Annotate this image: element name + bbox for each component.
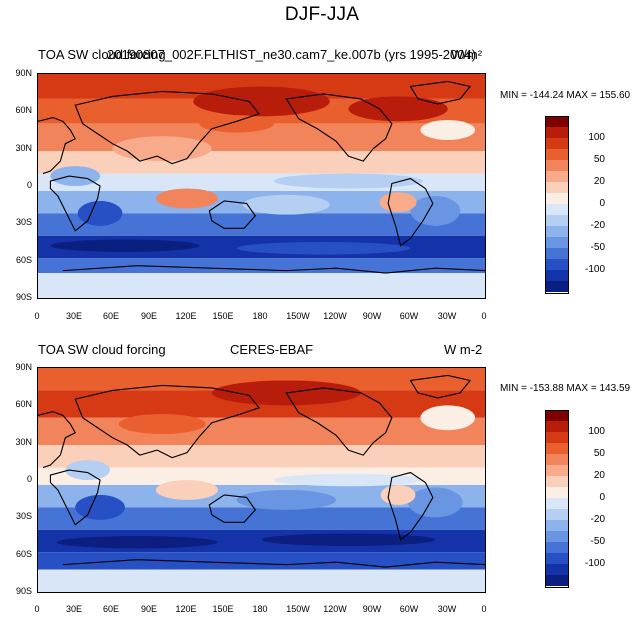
panel1-lat-tick: 90N	[15, 68, 32, 78]
panel1-lon-tick: 180	[252, 311, 268, 321]
panel1-lon-tick: 120W	[323, 311, 347, 321]
panel2-left-title: TOA SW cloud forcing	[38, 342, 166, 357]
page-title: DJF-JJA	[284, 4, 360, 25]
panel2-map	[37, 367, 486, 593]
panel1-lon-tick: 90E	[140, 311, 157, 321]
panel1-colorbar-border	[545, 116, 569, 294]
panel1-lon-tick: 90W	[362, 311, 382, 321]
panel1-lon-tick: 120E	[175, 311, 197, 321]
panel2-colorbar-label: -50	[590, 536, 605, 547]
panel2-lon-tick: 90W	[362, 604, 382, 614]
panel2-right-title: W m-2	[444, 342, 483, 357]
panel1-colorbar-label: 20	[593, 176, 605, 187]
panel2-lat-tick: 90N	[15, 362, 32, 372]
panel1-map	[37, 73, 486, 299]
panel2-lon-tick: 60W	[399, 604, 419, 614]
panel1-lon-tick: 60E	[102, 311, 119, 321]
panel1-colorbar-label: -100	[584, 264, 605, 275]
panel2-coastlines	[38, 374, 485, 568]
panel2-lon-tick: 120W	[323, 604, 347, 614]
panel2-lon-tick: 120E	[175, 604, 197, 614]
panel2-lon-tick: 180	[252, 604, 268, 614]
panel2-lat-tick: 60S	[15, 549, 32, 559]
panel2-colorbar-border	[545, 410, 569, 588]
panel2-lon-tick: 150W	[286, 604, 310, 614]
panel2-colorbar-label: -20	[590, 514, 605, 525]
panel1-colorbar-label: 0	[599, 198, 605, 209]
panel2-center-title: CERES-EBAF	[230, 342, 314, 357]
panel2-lon-tick: 60E	[102, 604, 119, 614]
panel2-colorbar-label: 100	[588, 426, 605, 437]
panel1-map-svg	[38, 74, 485, 298]
panel2-lat-tick: 0	[26, 474, 32, 484]
panel2-colorbar-label: 20	[593, 470, 605, 481]
panel2-colorbar-label: 50	[593, 448, 605, 459]
panel2-lon-tick: 30E	[65, 604, 82, 614]
panel1-lat-tick: 30N	[15, 143, 32, 153]
panel1-colorbar-label: -50	[590, 242, 605, 253]
panel1-colorbar-label: -20	[590, 220, 605, 231]
panel1-lat-tick: 0	[26, 180, 32, 190]
panel1-lat-tick: 30S	[15, 217, 32, 227]
panel1-lon-tick: 30W	[437, 311, 457, 321]
panel1-lat-tick: 90S	[15, 292, 32, 302]
panel1-lon-tick: 0	[481, 311, 487, 321]
panel1-minmax-stats: MIN = -144.24 MAX = 155.60	[500, 90, 631, 101]
panel1-lon-tick: 30E	[65, 311, 82, 321]
panel2-field	[38, 368, 485, 592]
panel2-colorbar-label: 0	[599, 492, 605, 503]
panel1-right-title: W/m²	[451, 47, 483, 62]
panel2-minmax-stats: MIN = -153.88 MAX = 143.59	[500, 383, 631, 394]
panel2-colorbar-label: -100	[584, 558, 605, 569]
panel1-lat-tick: 60N	[15, 105, 32, 115]
panel2-lon-tick: 0	[34, 604, 40, 614]
panel2-lon-tick: 90E	[140, 604, 157, 614]
panel2-lon-tick: 0	[481, 604, 487, 614]
panel1-lon-tick: 150E	[212, 311, 234, 321]
panel2-lon-tick: 30W	[437, 604, 457, 614]
panel2-lon-tick: 150E	[212, 604, 234, 614]
panel2-map-svg	[38, 368, 485, 592]
panel1-colorbar-label: 50	[593, 154, 605, 165]
panel2-lat-tick: 60N	[15, 399, 32, 409]
panel1-lon-tick: 60W	[399, 311, 419, 321]
panel1-lon-tick: 0	[34, 311, 40, 321]
panel1-center-title: 20190807_002F.FLTHIST_ne30.cam7_ke.007b …	[107, 47, 477, 62]
panel1-lat-tick: 60S	[15, 255, 32, 265]
panel1-field	[38, 74, 485, 298]
panel2-lat-tick: 30S	[15, 511, 32, 521]
panel1-lon-tick: 150W	[286, 311, 310, 321]
panel1-left-title: TOA SW cloud forcing	[38, 47, 166, 62]
panel2-lat-tick: 90S	[15, 586, 32, 596]
panel1-coastlines	[38, 80, 485, 274]
panel1-colorbar-label: 100	[588, 132, 605, 143]
panel2-lat-tick: 30N	[15, 437, 32, 447]
